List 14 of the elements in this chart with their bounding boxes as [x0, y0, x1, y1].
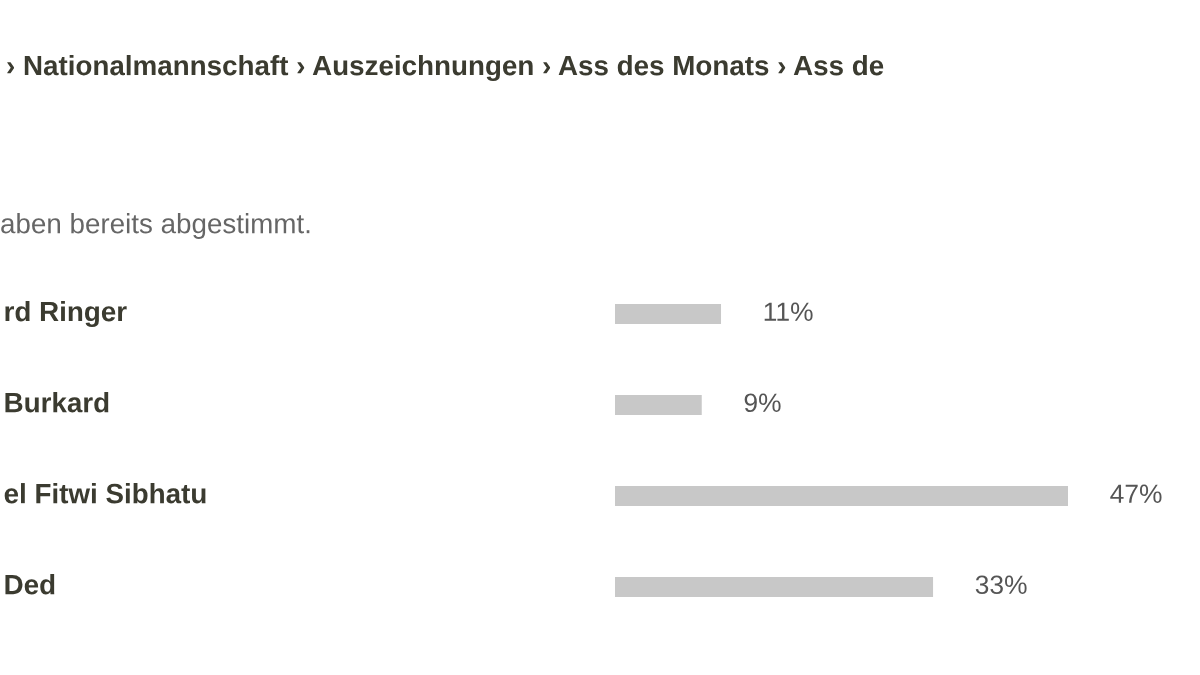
- bar: [615, 303, 722, 325]
- bar: [615, 576, 934, 598]
- text: aben bereits abgestimmt.: [1, 213, 310, 239]
- y-tick-label: Burkard: [5, 392, 109, 413]
- y-tick-label: Ded: [5, 574, 55, 595]
- y-tick-label: rd Ringer: [5, 300, 127, 328]
- data-label: 33%: [975, 575, 1027, 595]
- chart-title: › Nationalmannschaft › Auszeichnungen › Ass des Monats › Ass de: [7, 54, 884, 82]
- data-label: 47%: [1110, 484, 1162, 503]
- bar: [615, 394, 702, 416]
- y-tick-label: el Fitwi Sibhatu: [4, 483, 206, 504]
- data-label: 9%: [744, 393, 781, 413]
- bar: [615, 485, 1068, 507]
- data-label: 11%: [764, 302, 813, 321]
